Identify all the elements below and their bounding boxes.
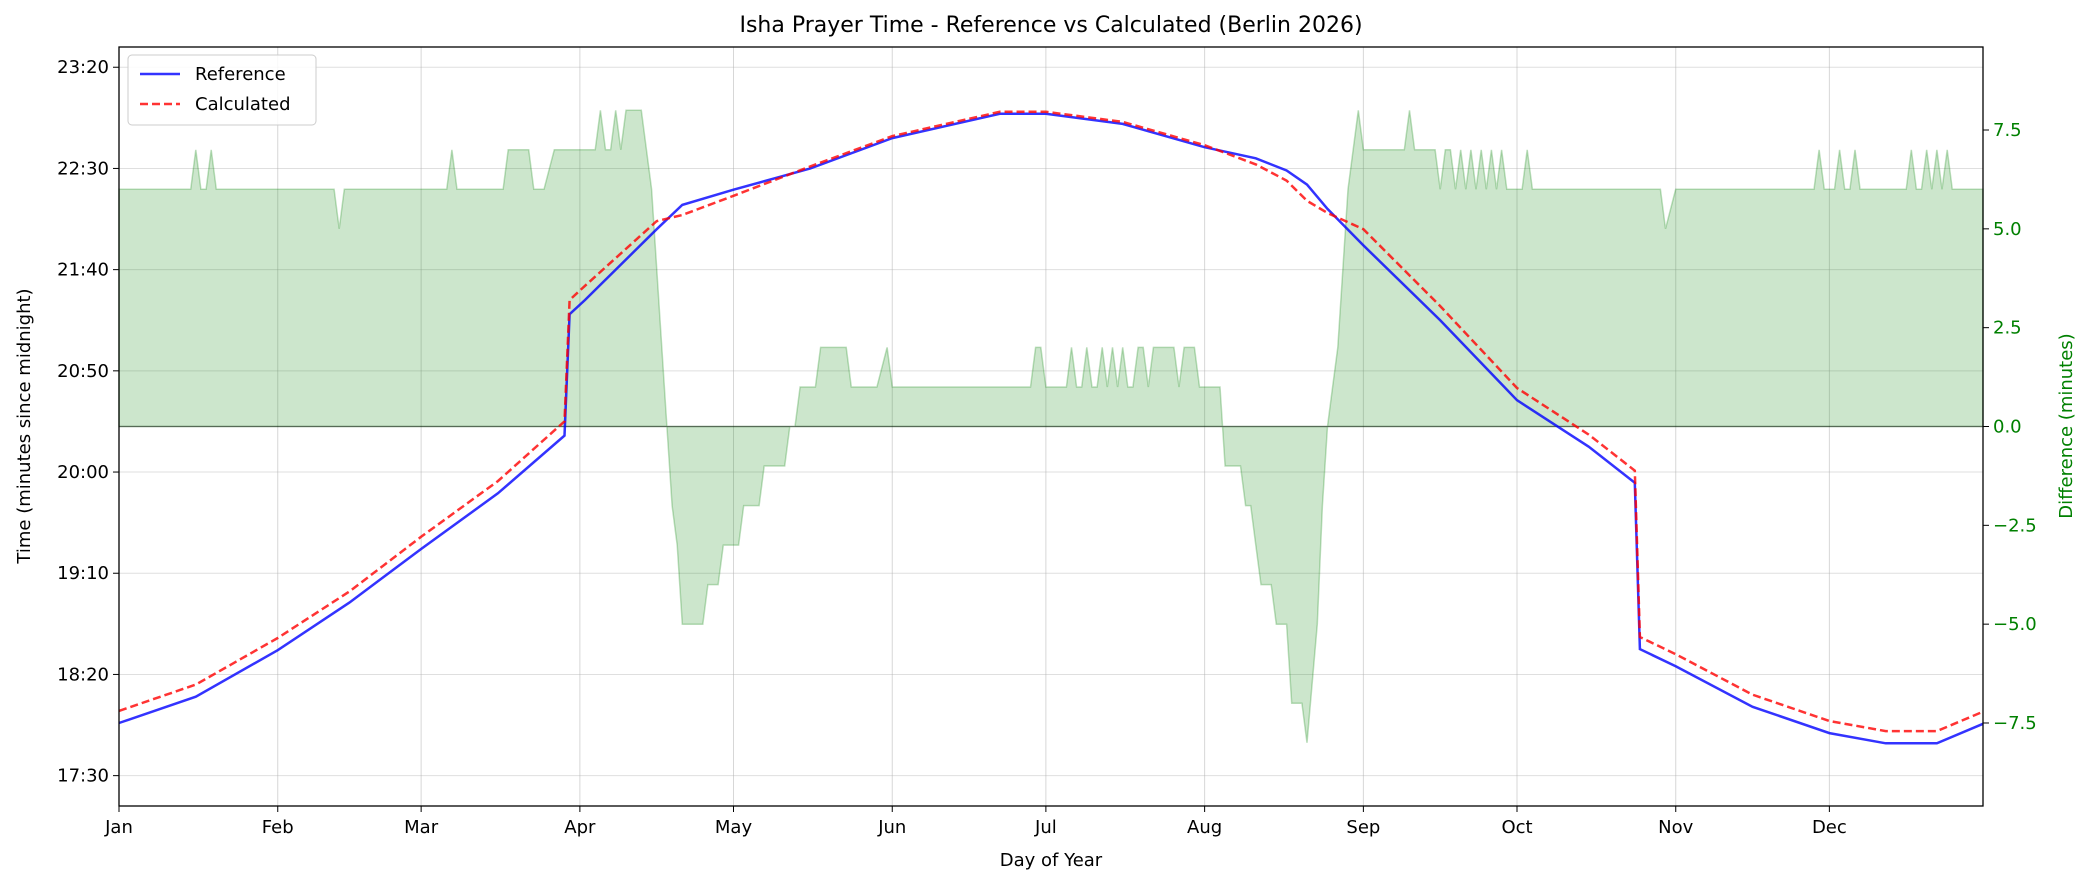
calculated-line bbox=[118, 110, 1984, 733]
legend-reference-label: Reference bbox=[195, 64, 286, 85]
y-right-tick-label: 2.5 bbox=[1993, 318, 2022, 339]
x-tick-label: Mar bbox=[404, 817, 439, 838]
x-tick-label: Jan bbox=[104, 817, 133, 838]
difference-area bbox=[118, 109, 1984, 743]
y-tick-label: 23:20 bbox=[57, 57, 109, 78]
y-right-tick-label: −7.5 bbox=[1993, 713, 2037, 734]
x-tick-label: Nov bbox=[1658, 817, 1693, 838]
x-tick-label: Oct bbox=[1501, 817, 1532, 838]
y-tick-label: 17:30 bbox=[57, 766, 109, 787]
x-tick-label: Jul bbox=[1034, 817, 1057, 838]
y-tick-label: 19:10 bbox=[57, 563, 109, 584]
y-right-tick-label: −2.5 bbox=[1993, 515, 2037, 536]
legend: Reference Calculated bbox=[127, 54, 317, 126]
x-axis-label: Day of Year bbox=[1000, 850, 1103, 871]
reference-line bbox=[118, 112, 1984, 745]
y-tick-label: 22:30 bbox=[57, 158, 109, 179]
x-tick-label: Apr bbox=[564, 817, 596, 838]
x-tick-label: Sep bbox=[1346, 817, 1380, 838]
x-tick-label: Feb bbox=[262, 817, 294, 838]
legend-calculated-label: Calculated bbox=[195, 94, 291, 115]
grid bbox=[118, 47, 1983, 806]
x-tick-label: Dec bbox=[1812, 817, 1847, 838]
difference-fill bbox=[118, 109, 1984, 743]
x-tick-label: Aug bbox=[1187, 817, 1222, 838]
y-tick-label: 20:50 bbox=[57, 361, 109, 382]
y-tick-label: 18:20 bbox=[57, 664, 109, 685]
y-right-tick-label: −5.0 bbox=[1993, 614, 2037, 635]
series-lines bbox=[118, 110, 1984, 745]
y-right-tick-label: 7.5 bbox=[1993, 120, 2022, 141]
y-tick-label: 21:40 bbox=[57, 260, 109, 281]
chart-title: Isha Prayer Time - Reference vs Calculat… bbox=[739, 13, 1362, 38]
y-right-tick-label: 5.0 bbox=[1993, 219, 2022, 240]
y-axis-right-label: Difference (minutes) bbox=[2056, 333, 2077, 518]
x-tick-label: Jun bbox=[877, 817, 906, 838]
ticks: Jan Feb Mar Apr May Jun Jul Aug Sep Oct Nov Dec 17:3… bbox=[57, 57, 2037, 838]
y-axis-label: Time (minutes since midnight) bbox=[14, 288, 35, 564]
y-tick-label: 20:00 bbox=[57, 462, 109, 483]
y-right-tick-label: 0.0 bbox=[1993, 417, 2022, 438]
x-tick-label: May bbox=[715, 817, 753, 838]
